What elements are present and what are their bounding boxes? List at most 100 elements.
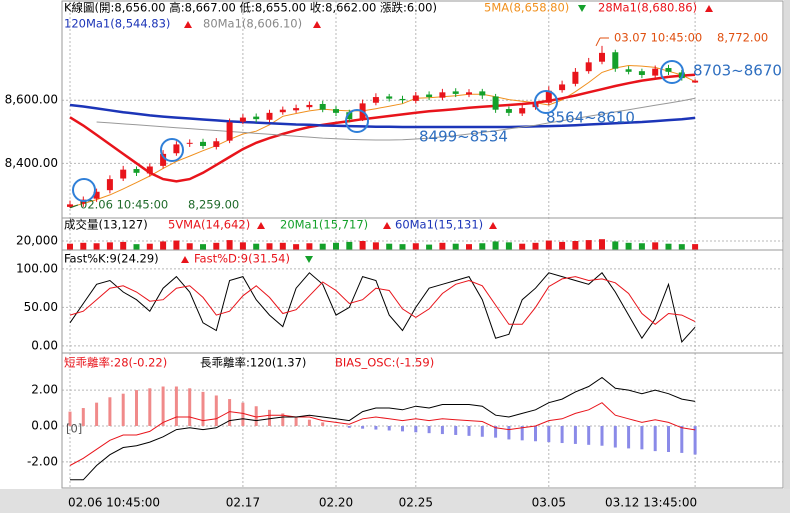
candle-body	[279, 109, 286, 113]
x-tick-label: 02.17	[226, 496, 260, 510]
volume-bar	[692, 244, 699, 250]
candle-body	[692, 80, 699, 83]
candle-body	[559, 84, 566, 91]
candle-body	[492, 96, 499, 110]
osc-bar	[627, 425, 631, 449]
candle-body	[426, 94, 433, 98]
y-tick-label: 8,400.00	[5, 156, 58, 170]
osc-bar	[427, 425, 431, 434]
osc-bar	[254, 406, 258, 426]
candle-body	[372, 97, 379, 103]
osc-bar	[587, 425, 591, 445]
osc-bar	[387, 425, 391, 431]
volume-bar	[599, 239, 605, 250]
y-tick-label: -2.00	[27, 454, 58, 468]
range-label: 8703~8670	[693, 62, 782, 80]
legend-k: Fast%K:9(24.29)	[64, 252, 159, 266]
osc-bar	[440, 425, 444, 435]
legend-long-bias: 長乖離率:120(1.37)	[200, 356, 306, 370]
bias-frame	[61, 352, 784, 489]
legend-5ma: 5MA(8,658.80)	[484, 1, 569, 15]
volume-bar	[625, 242, 632, 250]
right-strip	[784, 0, 790, 513]
volume-bar	[638, 243, 645, 250]
osc-bar	[401, 425, 404, 432]
osc-bar	[480, 425, 484, 437]
candle-body	[545, 90, 552, 103]
volume-bar	[652, 242, 659, 250]
volume-bar	[160, 241, 167, 250]
candle-body	[665, 68, 672, 72]
up-arrow	[184, 21, 192, 28]
candle-body	[346, 112, 353, 120]
volume-bar	[80, 242, 87, 250]
series-line	[69, 103, 696, 129]
osc-bar	[121, 393, 125, 426]
up-arrow	[313, 21, 321, 28]
candle-body	[106, 179, 113, 191]
mark-layer	[67, 37, 699, 481]
candle-body	[226, 122, 233, 141]
x-axis-bar	[0, 489, 790, 513]
high-time: 03.07 10:45:00	[614, 31, 702, 45]
volume-bar	[346, 241, 353, 250]
grid-layer	[62, 1, 783, 488]
candle-body	[319, 104, 326, 110]
osc-bar	[228, 399, 232, 426]
legend-120ma: 120Ma1(8,544.83)	[64, 17, 170, 31]
osc-bar	[600, 425, 604, 446]
volume-bar	[67, 243, 73, 250]
osc-bar	[307, 419, 311, 426]
osc-bar	[161, 386, 165, 426]
volume-bar	[93, 243, 100, 250]
candle-body	[293, 108, 300, 111]
legend-bias-osc: BIAS_OSC:(-1.59)	[335, 356, 434, 370]
legend-d: Fast%D:9(31.54)	[194, 252, 290, 266]
osc-bar	[573, 425, 577, 444]
candle-body	[479, 91, 486, 96]
osc-bar	[494, 425, 498, 438]
x-tick-label: 02.25	[399, 496, 433, 510]
candle-body	[612, 52, 619, 69]
osc-bar	[214, 395, 218, 426]
legend-80ma: 80Ma1(8,606.10)	[203, 17, 302, 31]
osc-bar	[520, 425, 524, 441]
volume-bar	[492, 241, 499, 250]
candle-body	[266, 112, 273, 120]
osc-bar	[174, 386, 178, 426]
candle-body	[652, 68, 659, 76]
up-arrow	[181, 256, 189, 263]
y-tick-label: 2.00	[31, 383, 58, 397]
zero-marker: [0]	[66, 422, 82, 436]
osc-bar	[281, 413, 285, 426]
series-line	[96, 97, 696, 141]
osc-bar	[374, 425, 378, 430]
volume-bar	[386, 243, 393, 250]
high-marker	[595, 37, 601, 47]
osc-bar	[613, 425, 617, 448]
osc-bar	[507, 425, 511, 440]
y-tick-label: 0.00	[31, 418, 58, 432]
range-label: 8499~8534	[419, 128, 508, 146]
volume-bar	[146, 243, 153, 250]
highlight-circle	[345, 109, 369, 133]
volume-bar	[426, 244, 433, 250]
candle-body	[399, 98, 406, 101]
osc-bar	[667, 425, 670, 453]
low-time: 02.06 10:45:00	[80, 198, 168, 212]
candle-body	[213, 141, 220, 147]
volume-bar	[186, 243, 193, 250]
candle-body	[412, 95, 419, 101]
x-tick-label: 03.05	[532, 496, 566, 510]
highlight-circle	[534, 90, 558, 114]
volume-bar	[545, 240, 552, 250]
high-value: 8,772.00	[717, 31, 768, 45]
volume-bar	[359, 241, 366, 250]
low-value: 8,259.00	[188, 198, 239, 212]
candle-body	[120, 169, 127, 179]
candle-body	[638, 71, 645, 75]
y-tick-label: 20,000	[16, 234, 58, 248]
candle-body	[599, 52, 605, 62]
volume-bar	[266, 243, 273, 250]
